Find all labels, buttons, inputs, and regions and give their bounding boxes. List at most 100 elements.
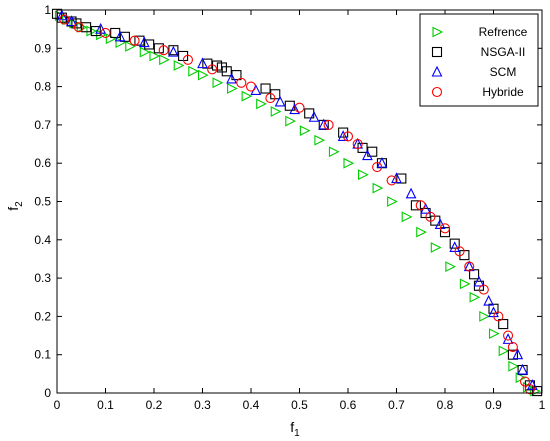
axis-tick-labels: 0 0.1 0.2 0.3 0.4 0.5 0.6 0.7 0.8 0.9 1 0 0.1 0.2 0.3 0… <box>34 3 545 412</box>
data-point <box>517 363 528 375</box>
x-tick-label: 0.7 <box>388 398 405 412</box>
data-point <box>479 311 491 322</box>
data-point <box>59 14 70 25</box>
data-point <box>139 46 151 58</box>
data-point <box>125 40 136 52</box>
data-point <box>502 333 514 344</box>
data-point <box>168 45 179 56</box>
data-point <box>498 319 509 330</box>
data-point <box>372 161 383 173</box>
data-point <box>439 227 451 238</box>
y-axis-label: f2 <box>5 201 25 211</box>
data-point <box>430 242 442 253</box>
data-point <box>274 95 286 107</box>
data-point <box>469 269 480 280</box>
data-point <box>100 27 111 39</box>
x-tick-label: 0.6 <box>340 398 357 412</box>
data-point <box>469 291 481 303</box>
data-point <box>144 39 155 50</box>
data-point <box>473 275 485 287</box>
data-point <box>439 223 451 234</box>
axis-ticks <box>56 9 543 394</box>
x-tick-label: 0.1 <box>97 398 114 412</box>
legend-label: Hybride <box>482 85 524 99</box>
data-point <box>114 30 126 42</box>
x-tick-label: 0.8 <box>437 398 454 412</box>
data-point <box>323 119 334 130</box>
data-point <box>256 98 267 110</box>
legend-marker <box>431 86 443 98</box>
data-point <box>129 35 140 46</box>
y-tick-label: 0.9 <box>34 41 51 55</box>
legend: Refrence NSGA-II SCM Hybride <box>419 13 539 107</box>
legend-entry: SCM <box>431 65 517 79</box>
data-point <box>197 69 209 81</box>
data-point <box>226 72 237 84</box>
x-tick-label: 1 <box>539 398 546 412</box>
data-point <box>158 45 169 56</box>
data-point <box>138 36 150 48</box>
data-point <box>289 103 301 115</box>
data-point <box>265 93 276 104</box>
legend-entry: Hybride <box>431 85 524 99</box>
data-point <box>343 157 355 169</box>
data-point <box>502 330 514 341</box>
legend-box <box>419 13 539 107</box>
data-point <box>314 134 326 146</box>
data-point <box>352 139 363 150</box>
data-point <box>299 125 311 137</box>
y-tick-label: 0 <box>44 386 51 400</box>
data-point <box>159 54 170 66</box>
data-point <box>362 149 373 161</box>
data-point <box>90 26 101 37</box>
data-markers <box>51 8 543 397</box>
y-tick-label: 0.8 <box>34 80 51 94</box>
y-tick-label: 0.5 <box>34 195 51 209</box>
data-point <box>449 238 460 249</box>
legend-label: NSGA-II <box>481 45 526 59</box>
data-point <box>73 22 84 33</box>
data-point <box>405 187 417 199</box>
data-point <box>512 348 524 360</box>
y-tick-label: 0.7 <box>34 118 51 132</box>
y-tick-label: 0.3 <box>34 271 51 285</box>
legend-label: Refrence <box>479 25 528 39</box>
data-point <box>386 175 397 186</box>
data-point <box>173 60 185 71</box>
data-point <box>337 130 349 141</box>
x-tick-label: 0.4 <box>243 398 260 412</box>
legend-label: SCM <box>490 65 517 79</box>
data-point <box>454 246 465 257</box>
data-point <box>212 77 224 89</box>
data-point <box>260 83 271 94</box>
data-point <box>134 35 145 46</box>
data-point <box>221 66 232 77</box>
x-tick-label: 0 <box>54 398 61 412</box>
data-point <box>270 106 282 117</box>
legend-marker <box>431 65 443 77</box>
data-point <box>285 115 297 127</box>
data-point <box>507 341 518 353</box>
data-point <box>524 384 535 395</box>
data-point <box>387 196 398 207</box>
data-point <box>464 261 475 272</box>
data-point <box>342 131 354 142</box>
data-point <box>66 15 77 27</box>
data-point <box>207 64 218 75</box>
x-tick-label: 0.9 <box>485 398 502 412</box>
data-point <box>372 182 384 194</box>
data-point <box>410 200 421 211</box>
data-point <box>493 311 504 322</box>
data-point <box>498 345 510 357</box>
data-point <box>478 284 489 295</box>
data-point <box>294 102 305 113</box>
x-tick-label: 0.5 <box>291 398 308 412</box>
data-point <box>519 376 531 387</box>
data-point <box>488 328 500 340</box>
data-point <box>445 261 457 272</box>
data-point <box>508 360 520 372</box>
data-point <box>459 278 471 290</box>
y-tick-label: 0.1 <box>34 348 51 362</box>
data-point <box>416 226 427 238</box>
